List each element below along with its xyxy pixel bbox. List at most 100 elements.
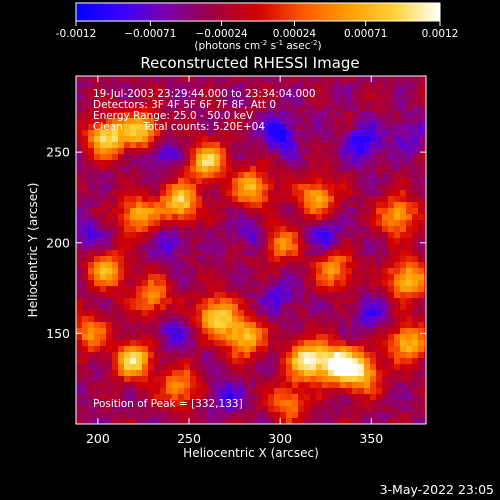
heatmap-cell <box>274 418 280 424</box>
heatmap-cell <box>286 178 292 184</box>
heatmap-cell <box>130 178 136 184</box>
heatmap-cell <box>352 268 358 274</box>
heatmap-cell <box>298 316 304 322</box>
heatmap-cell <box>184 346 190 352</box>
heatmap-cell <box>214 118 220 124</box>
heatmap-cell <box>172 394 178 400</box>
heatmap-cell <box>268 226 274 232</box>
heatmap-cell <box>346 352 352 358</box>
heatmap-cell <box>220 100 226 106</box>
heatmap-cell <box>400 142 406 148</box>
heatmap-cell <box>166 274 172 280</box>
heatmap-cell <box>88 304 94 310</box>
heatmap-cell <box>310 292 316 298</box>
heatmap-cell <box>88 76 94 82</box>
heatmap-cell <box>400 400 406 406</box>
heatmap-cell <box>118 268 124 274</box>
heatmap-cell <box>178 370 184 376</box>
heatmap-cell <box>142 136 148 142</box>
annotation-time-range: 19-Jul-2003 23:29:44.000 to 23:34:04.000 <box>93 88 316 100</box>
heatmap-cell <box>148 376 154 382</box>
heatmap-cell <box>196 136 202 142</box>
heatmap-cell <box>178 238 184 244</box>
heatmap-cell <box>262 232 268 238</box>
heatmap-cell <box>280 286 286 292</box>
heatmap-cell <box>100 94 106 100</box>
heatmap-cell <box>244 346 250 352</box>
heatmap-cell <box>100 160 106 166</box>
heatmap-cell <box>196 178 202 184</box>
heatmap-cell <box>190 106 196 112</box>
heatmap-cell <box>208 292 214 298</box>
heatmap-cell <box>364 232 370 238</box>
heatmap-cell <box>376 166 382 172</box>
heatmap-cell <box>142 346 148 352</box>
heatmap-cell <box>274 352 280 358</box>
heatmap-cell <box>352 286 358 292</box>
heatmap-cell <box>316 208 322 214</box>
heatmap-cell <box>388 136 394 142</box>
heatmap-cell <box>418 160 424 166</box>
heatmap-cell <box>106 310 112 316</box>
heatmap-cell <box>190 256 196 262</box>
heatmap-cell <box>226 142 232 148</box>
heatmap-cell <box>208 400 214 406</box>
heatmap-cell <box>184 136 190 142</box>
heatmap-cell <box>142 82 148 88</box>
heatmap-cell <box>154 418 160 424</box>
heatmap-cell <box>262 286 268 292</box>
heatmap-cell <box>388 418 394 424</box>
heatmap-cell <box>418 292 424 298</box>
heatmap-cell <box>280 250 286 256</box>
heatmap-cell <box>196 316 202 322</box>
heatmap-cell <box>148 202 154 208</box>
heatmap-cell <box>76 298 82 304</box>
heatmap-cell <box>172 76 178 82</box>
heatmap-cell <box>142 256 148 262</box>
heatmap-cell <box>100 226 106 232</box>
heatmap-cell <box>196 160 202 166</box>
heatmap-cell <box>154 142 160 148</box>
heatmap-cell <box>142 220 148 226</box>
x-tick-label: 200 <box>86 431 110 446</box>
heatmap-cell <box>94 400 100 406</box>
heatmap-cell <box>316 340 322 346</box>
heatmap-cell <box>418 184 424 190</box>
heatmap-cell <box>262 202 268 208</box>
heatmap-cell <box>292 190 298 196</box>
heatmap-cell <box>340 334 346 340</box>
heatmap-cell <box>232 322 238 328</box>
heatmap-cell <box>214 382 220 388</box>
heatmap-cell <box>190 196 196 202</box>
heatmap-cell <box>412 196 418 202</box>
heatmap-cell <box>394 196 400 202</box>
heatmap-cell <box>292 406 298 412</box>
heatmap-cell <box>118 250 124 256</box>
heatmap-cell <box>250 304 256 310</box>
heatmap-cell <box>214 310 220 316</box>
heatmap-cell <box>292 286 298 292</box>
heatmap-cell <box>322 148 328 154</box>
heatmap-cell <box>316 412 322 418</box>
heatmap-cell <box>364 298 370 304</box>
heatmap-cell <box>112 142 118 148</box>
heatmap-cell <box>220 160 226 166</box>
heatmap-cell <box>160 112 166 118</box>
heatmap-cell <box>274 328 280 334</box>
heatmap-cell <box>286 166 292 172</box>
heatmap-cell <box>292 298 298 304</box>
heatmap-cell <box>358 130 364 136</box>
heatmap-cell <box>106 346 112 352</box>
heatmap-cell <box>334 220 340 226</box>
heatmap-cell <box>394 148 400 154</box>
heatmap-cell <box>148 160 154 166</box>
heatmap-cell <box>352 124 358 130</box>
heatmap-cell <box>394 154 400 160</box>
heatmap-cell <box>100 280 106 286</box>
heatmap-cell <box>340 238 346 244</box>
heatmap-cell <box>388 394 394 400</box>
heatmap-cell <box>280 358 286 364</box>
heatmap-cell <box>370 190 376 196</box>
heatmap-cell <box>256 172 262 178</box>
heatmap-cell <box>400 292 406 298</box>
